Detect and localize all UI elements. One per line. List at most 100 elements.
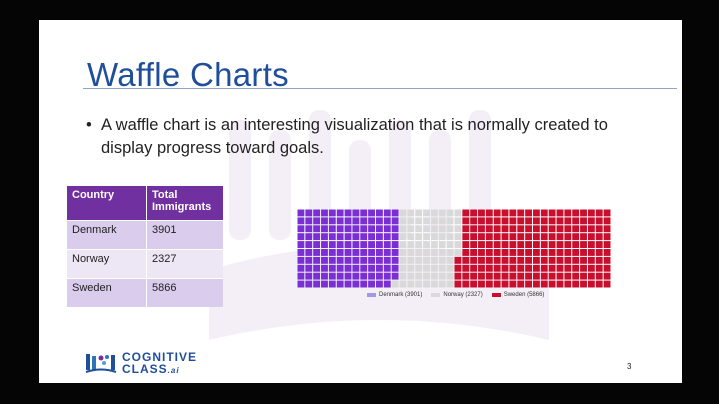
waffle-cell-denmark bbox=[297, 225, 305, 233]
waffle-cell-sweden bbox=[564, 272, 572, 280]
waffle-cell-norway bbox=[423, 217, 430, 225]
waffle-cell-norway bbox=[430, 256, 438, 264]
waffle-cell-norway bbox=[438, 241, 446, 248]
waffle-cell-sweden bbox=[533, 209, 540, 217]
waffle-cell-sweden bbox=[595, 272, 603, 280]
waffle-cell-sweden bbox=[548, 280, 556, 288]
waffle-cell-denmark bbox=[376, 225, 383, 233]
waffle-cell-sweden bbox=[454, 264, 462, 272]
waffle-cell-sweden bbox=[564, 241, 572, 248]
waffle-cell-norway bbox=[423, 209, 430, 217]
waffle-cell-sweden bbox=[493, 241, 501, 248]
waffle-cell-norway bbox=[454, 217, 462, 225]
waffle-cell-norway bbox=[446, 233, 454, 241]
waffle-cell-sweden bbox=[462, 225, 470, 233]
waffle-cell-sweden bbox=[533, 233, 540, 241]
waffle-cell-denmark bbox=[360, 249, 368, 256]
waffle-cell-denmark bbox=[376, 209, 383, 217]
waffle-cell-denmark bbox=[328, 272, 336, 280]
waffle-cell-denmark bbox=[352, 280, 360, 288]
waffle-cell-denmark bbox=[368, 256, 375, 264]
waffle-cell-denmark bbox=[383, 280, 391, 288]
waffle-cell-denmark bbox=[336, 280, 344, 288]
waffle-cell-sweden bbox=[525, 272, 532, 280]
waffle-cell-denmark bbox=[336, 233, 344, 241]
waffle-cell-norway bbox=[454, 249, 462, 256]
waffle-cell-denmark bbox=[352, 272, 360, 280]
waffle-cell-denmark bbox=[321, 233, 328, 241]
waffle-cell-denmark bbox=[344, 280, 352, 288]
waffle-cell-sweden bbox=[587, 209, 595, 217]
waffle-cell-sweden bbox=[470, 241, 478, 248]
waffle-cell-denmark bbox=[297, 217, 305, 225]
waffle-cell-denmark bbox=[368, 249, 375, 256]
waffle-cell-sweden bbox=[540, 272, 548, 280]
waffle-cell-norway bbox=[430, 225, 438, 233]
waffle-cell-sweden bbox=[478, 217, 485, 225]
logo-text: COGNITIVE CLASS.ai bbox=[122, 351, 197, 377]
waffle-cell-sweden bbox=[572, 256, 580, 264]
waffle-cell-sweden bbox=[603, 225, 611, 233]
waffle-cell-denmark bbox=[383, 241, 391, 248]
waffle-cell-sweden bbox=[533, 256, 540, 264]
waffle-cell-norway bbox=[415, 249, 423, 256]
waffle-cell-sweden bbox=[603, 272, 611, 280]
waffle-cell-sweden bbox=[517, 233, 525, 241]
waffle-cell-sweden bbox=[580, 249, 587, 256]
waffle-cell-denmark bbox=[344, 272, 352, 280]
waffle-cell-sweden bbox=[478, 225, 485, 233]
waffle-cell-denmark bbox=[352, 241, 360, 248]
waffle-cell-norway bbox=[430, 233, 438, 241]
waffle-cell-sweden bbox=[595, 209, 603, 217]
waffle-cell-denmark bbox=[391, 241, 399, 248]
waffle-cell-sweden bbox=[564, 209, 572, 217]
waffle-cell-sweden bbox=[462, 217, 470, 225]
waffle-cell-sweden bbox=[493, 249, 501, 256]
waffle-cell-sweden bbox=[603, 217, 611, 225]
logo-class: CLASS bbox=[122, 362, 168, 376]
waffle-cell-norway bbox=[415, 256, 423, 264]
legend-swatch-sweden bbox=[491, 293, 501, 297]
waffle-cell-sweden bbox=[580, 225, 587, 233]
waffle-cell-sweden bbox=[517, 272, 525, 280]
waffle-cell-sweden bbox=[485, 217, 493, 225]
waffle-cell-norway bbox=[407, 233, 415, 241]
waffle-cell-sweden bbox=[493, 272, 501, 280]
waffle-cell-denmark bbox=[352, 249, 360, 256]
waffle-cell-denmark bbox=[328, 233, 336, 241]
waffle-cell-sweden bbox=[470, 209, 478, 217]
table-cell-country: Sweden bbox=[67, 278, 147, 307]
waffle-cell-denmark bbox=[328, 249, 336, 256]
waffle-cell-sweden bbox=[493, 225, 501, 233]
waffle-cell-denmark bbox=[305, 249, 313, 256]
waffle-cell-sweden bbox=[595, 280, 603, 288]
waffle-cell-norway bbox=[423, 256, 430, 264]
waffle-cell-sweden bbox=[603, 241, 611, 248]
waffle-cell-sweden bbox=[525, 241, 532, 248]
waffle-cell-sweden bbox=[556, 256, 564, 264]
waffle-cell-sweden bbox=[478, 241, 485, 248]
waffle-cell-denmark bbox=[297, 241, 305, 248]
waffle-cell-denmark bbox=[352, 264, 360, 272]
legend-label-denmark: Denmark (3901) bbox=[379, 292, 423, 298]
waffle-cell-denmark bbox=[321, 249, 328, 256]
waffle-cell-denmark bbox=[368, 217, 375, 225]
waffle-cell-denmark bbox=[383, 256, 391, 264]
waffle-cell-sweden bbox=[501, 280, 509, 288]
logo-line-1: COGNITIVE bbox=[122, 350, 198, 364]
waffle-cell-sweden bbox=[556, 249, 564, 256]
waffle-cell-sweden bbox=[603, 280, 611, 288]
waffle-cell-sweden bbox=[454, 280, 462, 288]
waffle-cell-norway bbox=[430, 241, 438, 248]
waffle-cell-norway bbox=[399, 264, 407, 272]
waffle-cell-sweden bbox=[533, 272, 540, 280]
waffle-cell-denmark bbox=[376, 249, 383, 256]
waffle-cell-denmark bbox=[368, 241, 375, 248]
waffle-cell-sweden bbox=[533, 217, 540, 225]
waffle-cell-sweden bbox=[595, 225, 603, 233]
waffle-cell-sweden bbox=[517, 264, 525, 272]
waffle-cell-sweden bbox=[572, 217, 580, 225]
waffle-cell-denmark bbox=[305, 272, 313, 280]
waffle-cell-norway bbox=[438, 256, 446, 264]
waffle-cell-sweden bbox=[533, 264, 540, 272]
